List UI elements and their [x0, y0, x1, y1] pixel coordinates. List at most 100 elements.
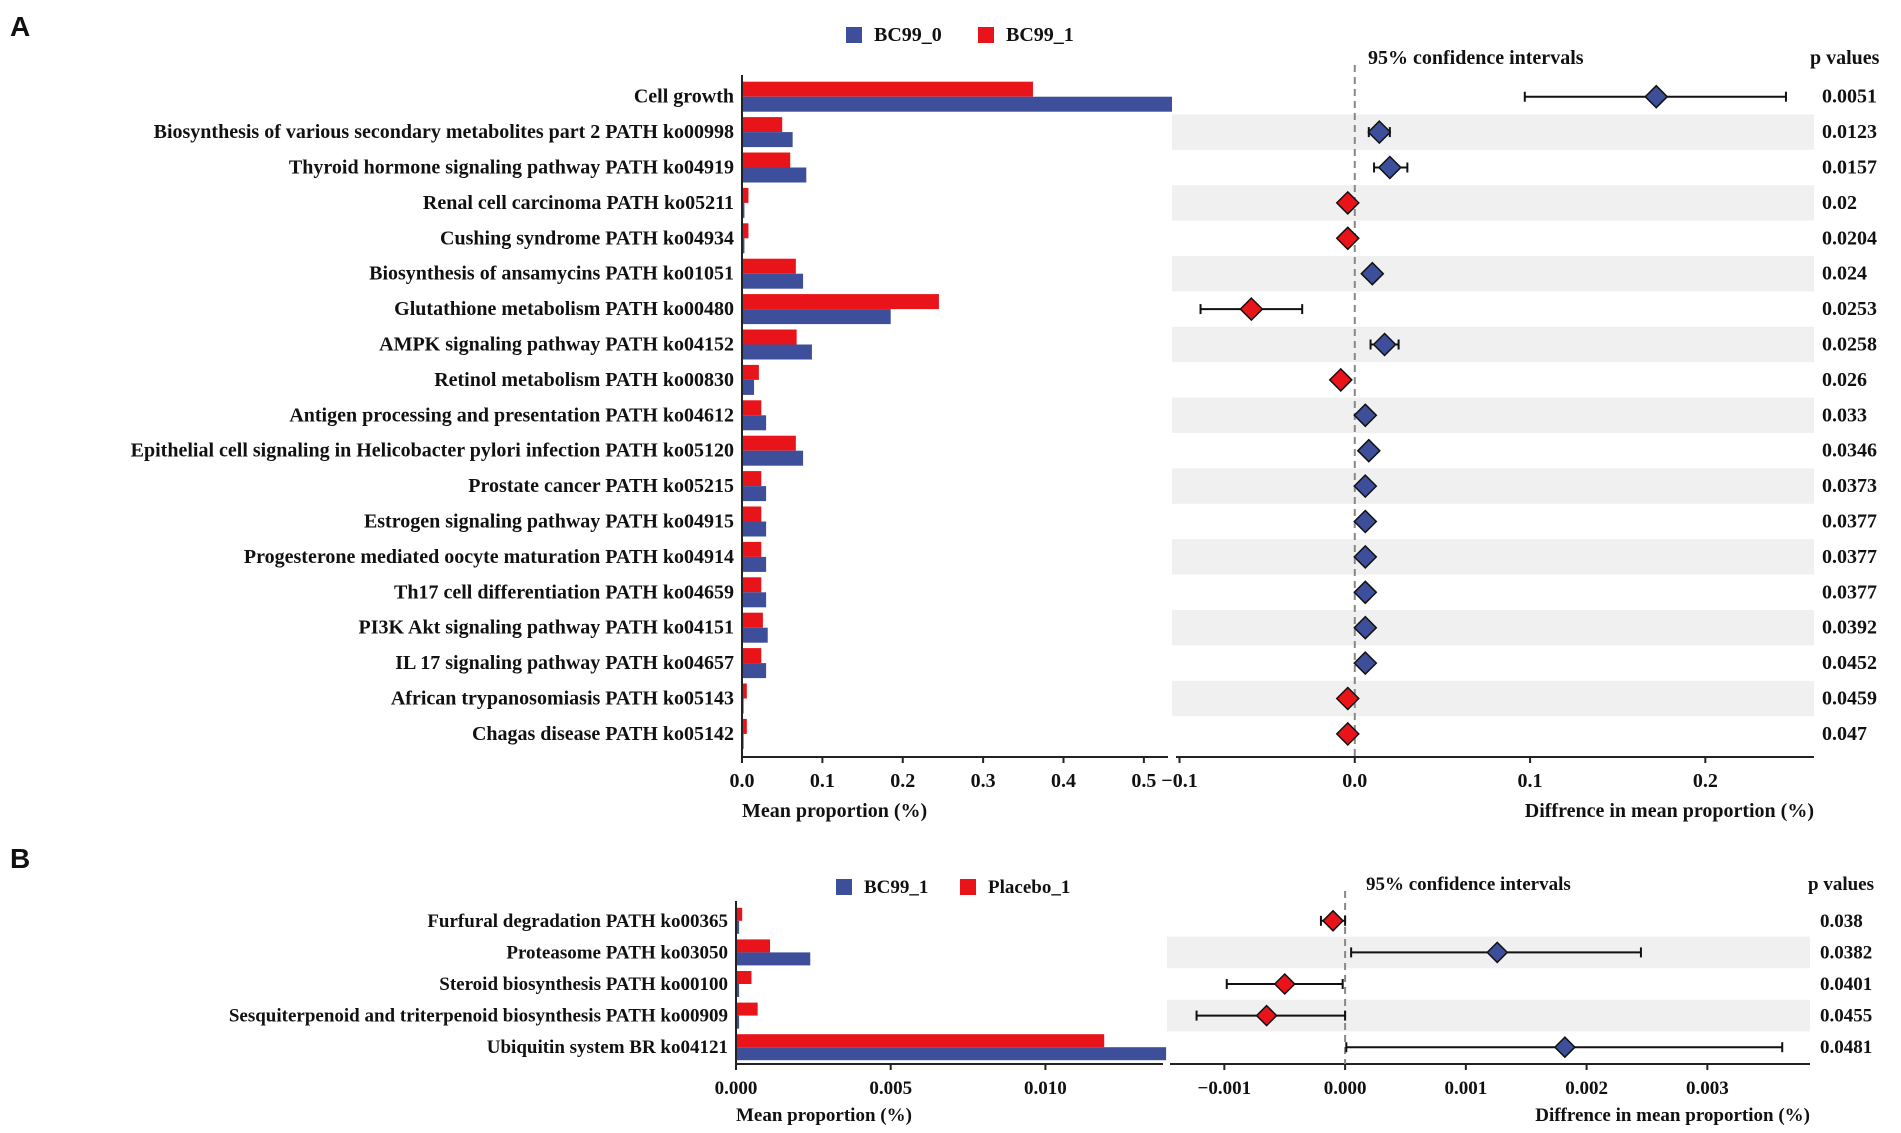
ci-estimate-diamond-red	[1335, 686, 1360, 711]
p-value: 0.0253	[1822, 298, 1877, 320]
bar-placebo_1	[736, 1002, 758, 1016]
bar-x-tick-label: 0.2	[890, 770, 915, 792]
ci-x-tick-label: 0.003	[1686, 1078, 1729, 1099]
legend-label: BC99_1	[864, 877, 928, 898]
bar-bc99_0	[742, 238, 745, 254]
p-value: 0.026	[1822, 369, 1867, 391]
bar-x-axis-label: Mean proportion (%)	[742, 800, 927, 822]
bar-bc99_1	[742, 400, 762, 416]
category-label: Steroid biosynthesis PATH ko00100	[439, 974, 728, 995]
ci-estimate-diamond-blue	[1372, 332, 1397, 357]
ci-estimate-diamond-blue	[1553, 1036, 1576, 1059]
legend-swatch-blue	[836, 879, 852, 895]
row-band	[1172, 114, 1814, 150]
bar-bc99_1	[742, 258, 796, 274]
ci-estimate-diamond-blue	[1353, 651, 1378, 676]
category-label: Prostate cancer PATH ko05215	[468, 475, 734, 497]
bar-bc99_0	[742, 132, 793, 148]
bar-bc99_1	[742, 117, 783, 133]
row-band	[1172, 326, 1814, 363]
bar-bc99_1	[742, 81, 1033, 97]
legend-swatch-red	[960, 879, 976, 895]
row-band	[1172, 468, 1814, 504]
ci-x-tick-label: 0.002	[1565, 1078, 1608, 1099]
ci-estimate-diamond-red	[1273, 972, 1296, 996]
bar-bc99_1	[742, 223, 749, 239]
ci-estimate-diamond-blue	[1644, 84, 1669, 109]
category-label: Furfural degradation PATH ko00365	[427, 911, 728, 932]
bar-placebo_1	[736, 939, 771, 953]
bar-bc99_0	[742, 309, 891, 325]
category-label: African trypanosomiasis PATH ko05143	[391, 688, 734, 710]
category-label: Biosynthesis of ansamycins PATH ko01051	[369, 263, 734, 285]
legend-label: Placebo_1	[988, 877, 1070, 898]
bar-bc99_1	[742, 187, 749, 203]
p-value: 0.047	[1822, 723, 1867, 745]
ci-x-tick-label: 0.001	[1444, 1078, 1487, 1099]
ci-title: 95% confidence intervals	[1366, 874, 1571, 895]
p-value: 0.0481	[1820, 1037, 1872, 1058]
ci-estimate-diamond-blue	[1353, 509, 1378, 534]
bar-x-tick-label: 0.000	[715, 1078, 758, 1099]
bar-x-tick-label: 0.010	[1024, 1078, 1067, 1099]
ci-x-axis-label: Diffrence in mean proportion (%)	[1535, 1105, 1810, 1126]
category-label: Thyroid hormone signaling pathway PATH k…	[289, 157, 734, 179]
bar-bc99_1	[736, 1047, 1167, 1061]
bar-bc99_1	[742, 541, 762, 557]
bar-bc99_1	[736, 984, 740, 997]
bar-bc99_0	[742, 521, 767, 537]
ci-estimate-diamond-blue	[1353, 474, 1378, 499]
category-label: Proteasome PATH ko03050	[506, 942, 728, 963]
bar-bc99_1	[742, 506, 762, 522]
category-label: PI3K Akt signaling pathway PATH ko04151	[359, 617, 734, 639]
p-value: 0.038	[1820, 911, 1863, 932]
panel-letter: B	[10, 843, 30, 874]
p-value: 0.0455	[1820, 1006, 1872, 1027]
category-label: IL 17 signaling pathway PATH ko04657	[395, 652, 734, 674]
p-value: 0.0346	[1822, 440, 1877, 462]
category-label: Glutathione metabolism PATH ko00480	[394, 298, 734, 320]
row-band	[1172, 397, 1814, 433]
p-value: 0.0377	[1822, 511, 1877, 533]
bar-x-tick-label: 0.5	[1131, 770, 1156, 792]
p-value: 0.0401	[1820, 974, 1872, 995]
bar-bc99_1	[742, 329, 797, 345]
ci-title: 95% confidence intervals	[1368, 47, 1584, 69]
bar-bc99_0	[742, 415, 767, 431]
ci-estimate-diamond-red	[1335, 190, 1360, 215]
bar-bc99_0	[742, 96, 1173, 112]
bar-bc99_1	[742, 718, 747, 734]
p-value: 0.0377	[1822, 581, 1877, 603]
panel-letter: A	[10, 11, 30, 42]
ci-estimate-diamond-red	[1321, 909, 1345, 932]
category-label: Ubiquitin system BR ko04121	[487, 1037, 728, 1058]
panel-a: A BC99_0 BC99_1 95% confidence intervals p v…	[10, 11, 1880, 822]
row-band	[1172, 539, 1814, 575]
pvalues-title: p values	[1808, 874, 1874, 895]
ci-estimate-diamond-blue	[1353, 403, 1378, 428]
ci-x-axis-label: Diffrence in mean proportion (%)	[1525, 800, 1814, 822]
legend-swatch-red	[978, 27, 994, 43]
bar-bc99_1	[742, 364, 759, 380]
p-value: 0.0459	[1822, 688, 1877, 710]
ci-estimate-diamond-red	[1335, 226, 1360, 251]
ci-estimate-diamond-red	[1239, 297, 1264, 322]
p-value: 0.0258	[1822, 334, 1877, 356]
ci-estimate-diamond-red	[1335, 721, 1360, 746]
category-label: AMPK signaling pathway PATH ko04152	[379, 334, 734, 356]
p-value: 0.033	[1822, 404, 1867, 426]
pvalues-title: p values	[1810, 47, 1880, 69]
ci-estimate-diamond-blue	[1356, 438, 1381, 463]
bar-x-tick-label: 0.1	[810, 770, 835, 792]
bar-placebo_1	[736, 971, 752, 984]
row-band	[1172, 185, 1814, 221]
bar-bc99_1	[742, 435, 796, 451]
bar-bc99_1	[742, 294, 939, 310]
category-label: Renal cell carcinoma PATH ko05211	[423, 192, 734, 214]
bar-bc99_0	[742, 592, 767, 608]
bar-bc99_0	[742, 663, 767, 679]
p-value: 0.0382	[1820, 942, 1872, 963]
bar-bc99_1	[742, 471, 762, 487]
p-value: 0.0377	[1822, 546, 1877, 568]
